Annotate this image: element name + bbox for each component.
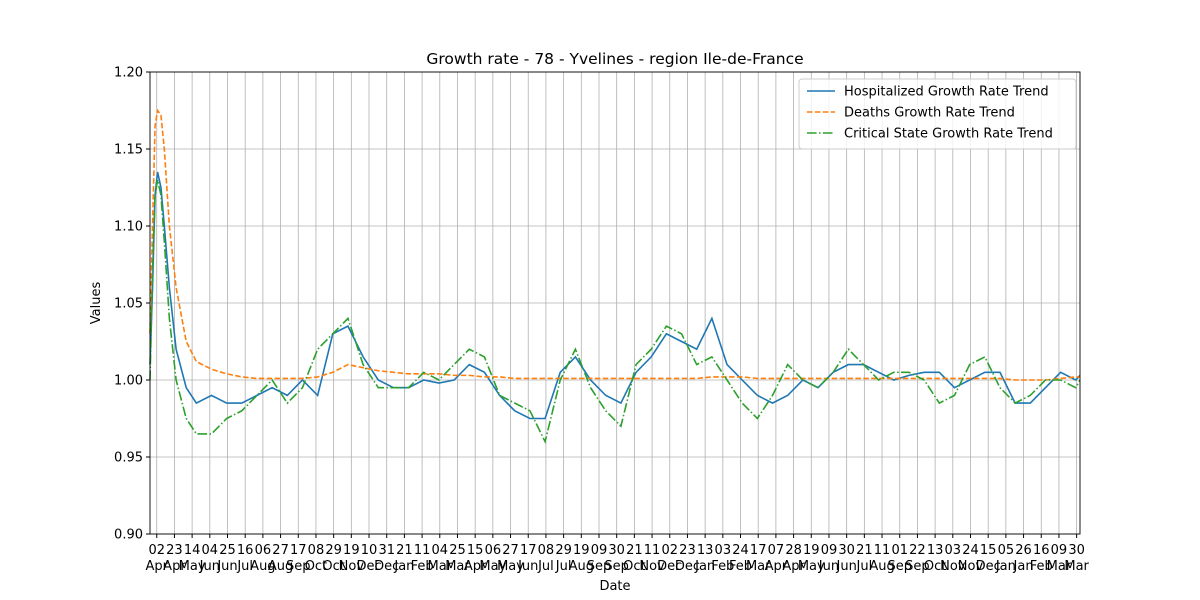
x-tick-label: 05 Jan (995, 543, 1016, 574)
x-tick-label: 02 Apr (145, 543, 168, 574)
x-tick-label: 19 May (798, 543, 825, 574)
x-tick-label: 11 Feb (411, 543, 434, 574)
legend-label: Deaths Growth Rate Trend (844, 106, 1015, 121)
x-tick-label: 09 Mar (1047, 543, 1072, 574)
x-tick-label: 04 Jun (199, 543, 220, 574)
x-tick-label: 08 Oct (305, 543, 327, 574)
x-tick-label: 24 Feb (729, 543, 752, 574)
x-tick-label: 09 Jun (818, 543, 839, 574)
legend-box (798, 78, 1077, 150)
x-tick-label: 29 Oct (322, 543, 344, 574)
x-tick-label: 22 Sep (905, 543, 930, 574)
y-axis-label: Values (89, 282, 104, 325)
x-tick-label: 23 Apr (163, 543, 186, 574)
data-line (149, 179, 1081, 444)
x-tick-label: 15 Apr (464, 543, 487, 574)
plot-frame (149, 71, 1081, 535)
x-tick-label: 06 Aug (250, 543, 275, 574)
legend-label: Critical State Growth Rate Trend (844, 127, 1053, 142)
legend-label: Hospitalized Growth Rate Trend (844, 85, 1049, 100)
x-tick-label: 17 Jun (517, 543, 538, 574)
x-axis-label: Date (599, 579, 630, 594)
x-tick-label: 13 Jan (694, 543, 715, 574)
y-tick-label: 1.10 (114, 220, 143, 235)
x-tick-label: 02 Dec (657, 543, 682, 574)
y-tick-label: 0.95 (114, 451, 143, 466)
y-tick-label: 1.15 (114, 143, 143, 158)
x-tick-label: 03 Feb (711, 543, 734, 574)
x-tick-label: 30 Sep (604, 543, 629, 574)
y-tick-label: 1.00 (114, 374, 143, 389)
x-tick-label: 16 Feb (1030, 543, 1053, 574)
y-tick-label: 0.90 (114, 528, 143, 543)
x-tick-label: 13 Oct (924, 543, 946, 574)
x-tick-label: 23 Dec (675, 543, 700, 574)
legend: Hospitalized Growth Rate Trend Deaths Gro… (798, 78, 1077, 150)
data-line (149, 108, 1080, 381)
x-tick-label: 01 Sep (887, 543, 912, 574)
data-line (149, 171, 1081, 420)
x-tick-label: 17 Mar (746, 543, 771, 574)
x-tick-label: 30 Jun (836, 543, 857, 574)
x-tick-label: 04 Mar (428, 543, 453, 574)
x-tick-label: 19 Aug (569, 543, 594, 574)
chart-title: Growth rate - 78 - Yvelines - region Ile… (426, 50, 803, 68)
x-tick-label: 10 Dec (356, 543, 381, 574)
x-tick-label: 17 Sep (286, 543, 311, 574)
x-tick-label: 14 May (179, 543, 206, 574)
x-tick-label: 11 Nov (639, 543, 665, 574)
x-tick-label: 26 Jan (1013, 543, 1034, 574)
x-tick-label: 21 Jan (393, 543, 414, 574)
y-tick-label: 1.20 (114, 66, 143, 81)
x-tick-label: 09 Sep (587, 543, 612, 574)
x-tick-label: 28 Apr (782, 543, 805, 574)
x-tick-label: 08 Jul (537, 543, 554, 574)
x-tick-label: 03 Nov (940, 543, 966, 574)
x-tick-label: 30 Mar (1064, 543, 1089, 574)
y-tick-label: 1.05 (114, 297, 143, 312)
x-tick-label: 16 Jul (236, 543, 253, 574)
x-tick-label: 07 Apr (765, 543, 788, 574)
x-tick-label: 31 Dec (374, 543, 399, 574)
x-tick-label: 29 Jul (555, 543, 572, 574)
x-tick-label: 25 Mar (445, 543, 470, 574)
x-tick-label: 25 Jun (216, 543, 237, 574)
x-tick-label: 24 Nov (958, 543, 984, 574)
x-tick-label: 11 Aug (869, 543, 894, 574)
x-tick-label: 21 Oct (623, 543, 645, 574)
x-tick-label: 27 May (497, 543, 524, 574)
x-tick-label: 06 May (479, 543, 506, 574)
x-tick-label: 27 Aug (268, 543, 293, 574)
grid (150, 71, 1080, 535)
x-tick-label: 15 Dec (976, 543, 1001, 574)
x-tick-label: 19 Nov (339, 543, 365, 574)
x-tick-label: 21 Jul (856, 543, 873, 574)
